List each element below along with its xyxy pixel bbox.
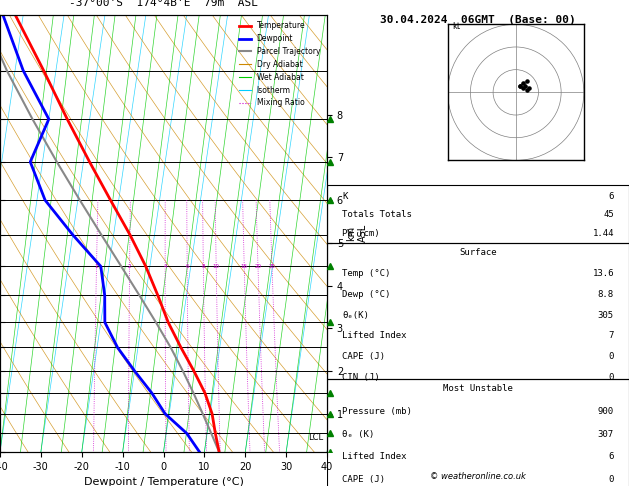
Text: Surface: Surface — [459, 248, 497, 257]
Text: CIN (J): CIN (J) — [342, 373, 380, 382]
Text: 20: 20 — [255, 264, 262, 269]
Text: 4: 4 — [164, 264, 167, 269]
Point — [522, 86, 532, 94]
Text: © weatheronline.co.uk: © weatheronline.co.uk — [430, 472, 526, 481]
Text: 13.6: 13.6 — [593, 269, 614, 278]
Text: LCL: LCL — [308, 433, 323, 442]
X-axis label: Dewpoint / Temperature (°C): Dewpoint / Temperature (°C) — [84, 477, 243, 486]
Title: -37°00'S  174°4B'E  79m  ASL: -37°00'S 174°4B'E 79m ASL — [69, 0, 258, 8]
Point — [522, 77, 532, 85]
Text: 307: 307 — [598, 430, 614, 439]
Text: 45: 45 — [603, 210, 614, 220]
Text: 7: 7 — [608, 331, 614, 341]
Point — [515, 82, 525, 89]
Bar — [327, 185, 629, 243]
Text: Dewp (°C): Dewp (°C) — [342, 290, 391, 299]
Text: Lifted Index: Lifted Index — [342, 331, 407, 341]
Point — [518, 79, 528, 87]
Legend: Temperature, Dewpoint, Parcel Trajectory, Dry Adiabat, Wet Adiabat, Isotherm, Mi: Temperature, Dewpoint, Parcel Trajectory… — [236, 18, 323, 110]
Text: CAPE (J): CAPE (J) — [342, 475, 385, 485]
Text: 2: 2 — [128, 264, 131, 269]
Text: kt: kt — [452, 22, 460, 31]
Text: θₑ(K): θₑ(K) — [342, 311, 369, 320]
Text: Pressure (mb): Pressure (mb) — [342, 407, 412, 416]
Text: 25: 25 — [269, 264, 276, 269]
Bar — [327, 379, 629, 486]
Bar — [327, 243, 629, 379]
Point — [515, 82, 525, 89]
Text: θₑ (K): θₑ (K) — [342, 430, 374, 439]
Text: 8: 8 — [201, 264, 205, 269]
Text: Totals Totals: Totals Totals — [342, 210, 412, 220]
Text: Most Unstable: Most Unstable — [443, 384, 513, 393]
Text: 8.8: 8.8 — [598, 290, 614, 299]
Point — [525, 84, 535, 92]
Text: 1: 1 — [95, 264, 98, 269]
Text: 16: 16 — [241, 264, 248, 269]
Text: 6: 6 — [186, 264, 189, 269]
Point — [520, 82, 530, 89]
Text: 0: 0 — [608, 352, 614, 362]
Text: Temp (°C): Temp (°C) — [342, 269, 391, 278]
Text: 305: 305 — [598, 311, 614, 320]
Point — [518, 84, 528, 92]
Y-axis label: km
ASL: km ASL — [346, 224, 367, 243]
Text: CAPE (J): CAPE (J) — [342, 352, 385, 362]
Text: K: K — [342, 192, 348, 201]
Text: 6: 6 — [608, 192, 614, 201]
Text: Lifted Index: Lifted Index — [342, 452, 407, 462]
Text: 1.44: 1.44 — [593, 229, 614, 238]
Text: 0: 0 — [608, 475, 614, 485]
Text: 6: 6 — [608, 452, 614, 462]
Text: 10: 10 — [213, 264, 220, 269]
Text: 900: 900 — [598, 407, 614, 416]
Text: 0: 0 — [608, 373, 614, 382]
Text: 30.04.2024  06GMT  (Base: 00): 30.04.2024 06GMT (Base: 00) — [380, 15, 576, 25]
Text: PW (cm): PW (cm) — [342, 229, 380, 238]
